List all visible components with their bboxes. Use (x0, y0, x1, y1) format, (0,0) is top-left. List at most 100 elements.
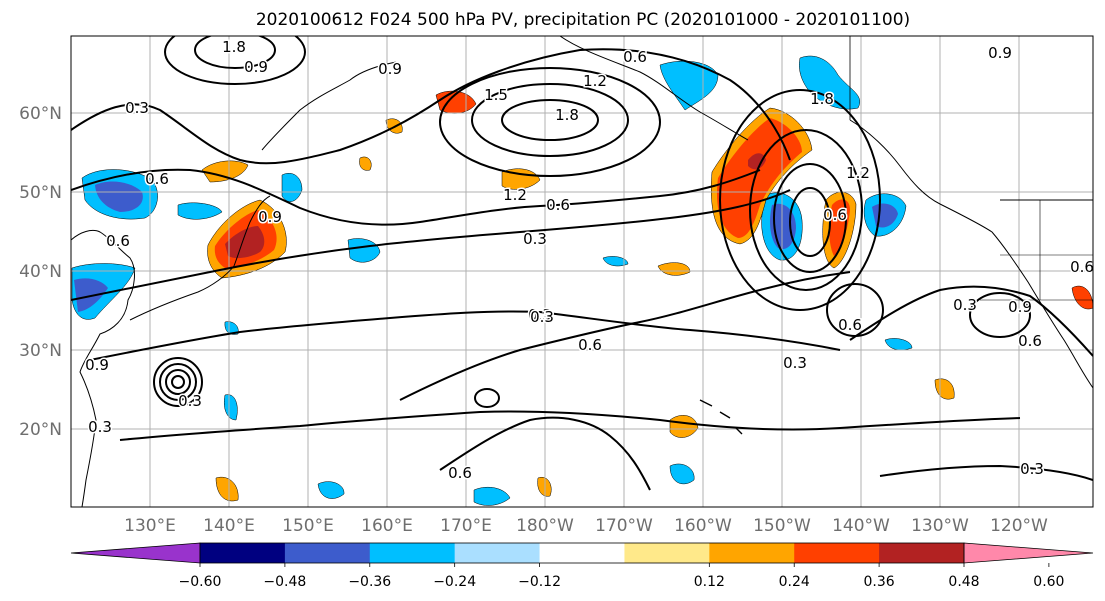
pv-contour-label: 0.6 (448, 464, 472, 482)
pv-contour-label: 0.6 (145, 170, 169, 188)
pv-ridge-bering-1 (501, 99, 599, 141)
pv-contour-03-se (879, 464, 1093, 481)
longitude-label: 140°E (203, 516, 255, 536)
map-title: 2020100612 F024 500 hPa PV, precipitatio… (256, 10, 910, 30)
pv-contour-label: 0.3 (125, 99, 149, 117)
longitude-label: 150°E (282, 516, 334, 536)
colorbar-bin (709, 543, 795, 563)
colorbar-extend-low (70, 542, 201, 564)
pv-contour-label: 1.5 (484, 86, 508, 104)
pv-contour-label: 0.9 (988, 44, 1012, 62)
pv-contour-labels: 1.80.90.30.60.91.51.21.80.60.90.6 0.91.81… (84, 37, 1093, 484)
latitude-label: 20°N (19, 420, 62, 440)
precip-patch-trop-west (317, 481, 345, 499)
pv-contour-label: 1.8 (222, 38, 246, 56)
pv-contour-label: 1.8 (810, 90, 834, 108)
pv-cyclone-1 (789, 187, 831, 257)
pv-contour-03-trop (119, 410, 1021, 441)
precip-patch-japan-small (177, 202, 223, 220)
colorbar-bin (284, 543, 371, 563)
colorbar-bin (539, 543, 625, 563)
pv-contour-label: 1.2 (846, 164, 870, 182)
longitude-label: 180°W (516, 516, 574, 536)
pv-contour-label: 0.3 (783, 354, 807, 372)
longitude-label: 130°W (911, 516, 969, 536)
pv-contours (71, 36, 1093, 491)
pv-cyclone-3 (749, 129, 863, 291)
precip-patch-gulf-mid (716, 118, 802, 238)
latitude-labels: 60°N 50°N 40°N 30°N 20°N (19, 104, 62, 440)
pv-contour-label: 0.6 (546, 196, 570, 214)
pv-contour-closed-c (474, 388, 500, 408)
precip-positive-anomalies (201, 90, 1093, 502)
longitude-labels: 130°E 140°E 150°E 160°E 170°E 180°W 170°W 160°W… (124, 516, 1048, 536)
latitude-label: 30°N (19, 341, 62, 361)
pv-ridge-bering-3 (439, 67, 661, 177)
colorbar-extend-high (963, 542, 1094, 564)
coast-asia (71, 229, 135, 507)
pv-typhoon-2 (165, 369, 191, 395)
precip-patch-small-4 (224, 394, 238, 421)
map-frame (70, 35, 1094, 508)
pv-contour-closed-b (969, 292, 1031, 338)
precip-patch-small-h (359, 156, 372, 171)
pv-contour-label: 0.6 (623, 48, 647, 66)
pv-ridge-nw-2 (164, 36, 306, 85)
pv-contour-06-south (399, 271, 851, 401)
precip-patch-small-1 (602, 256, 629, 267)
pv-contour-label: 0.6 (1018, 332, 1042, 350)
precip-patch-asia-west-core (95, 181, 143, 212)
coast-na-west (849, 119, 1093, 389)
pv-typhoon-4 (153, 357, 203, 407)
longitude-label: 170°E (440, 516, 492, 536)
precip-patch-small-3 (224, 321, 239, 335)
longitude-label: 160°E (361, 516, 413, 536)
pv-contour-03-mid (71, 189, 791, 301)
precip-patch-japan-east (281, 173, 303, 202)
coast-kamchatka (261, 61, 397, 151)
pv-contour-label: 0.6 (578, 336, 602, 354)
pv-contour-label: 0.9 (244, 58, 268, 76)
pv-ridge-nw-1 (194, 36, 276, 69)
coast-alaska (559, 36, 749, 141)
longitude-label: 120°W (990, 516, 1048, 536)
colorbar-bin (794, 543, 880, 563)
pv-contour-label: 0.9 (258, 208, 282, 226)
pv-contour-06-trop (439, 416, 651, 491)
pv-contour-label: 0.9 (378, 60, 402, 78)
colorbar-tick-label: −0.36 (348, 574, 391, 590)
colorbar-bin (369, 543, 456, 563)
pv-cyclone-4 (719, 89, 881, 311)
pv-contour-03-south (89, 310, 841, 361)
pv-contour-label: 0.6 (106, 232, 130, 250)
pv-contour-label: 0.9 (1008, 298, 1032, 316)
pv-contour-label: 0.3 (528, 306, 552, 324)
pv-contour-label: 1.2 (583, 72, 607, 90)
pv-contour-label: 0.3 (523, 230, 547, 248)
pv-contour-03-east (849, 285, 1093, 357)
pv-typhoon-1 (171, 375, 185, 389)
pv-contour-label: 0.3 (88, 418, 112, 436)
precip-patch-mid-pacific (347, 238, 381, 263)
latitude-label: 40°N (19, 262, 62, 282)
colorbar-tick-labels: −0.60 −0.48 −0.36 −0.24 −0.12 0.12 0.24 0.36 0.4… (179, 563, 1064, 590)
longitude-label: 150°W (753, 516, 811, 536)
pv-contour-label: 1.8 (555, 106, 579, 124)
pv-contour-label: 1.2 (503, 186, 527, 204)
colorbar-tick-label: 0.48 (948, 574, 979, 590)
colorbar-tick-label: 0.36 (864, 574, 895, 590)
pv-contour-label: 0.9 (85, 356, 109, 374)
pv-contour-label: 0.3 (1020, 460, 1044, 478)
pv-contour-03-main (71, 48, 791, 165)
longitude-label: 130°E (124, 516, 176, 536)
pv-contour-06-main (71, 168, 761, 226)
coastlines (71, 36, 1093, 507)
precip-patch-japan-core (225, 226, 265, 259)
precip-patch-gulf-core (748, 153, 766, 170)
coast-japan (129, 195, 271, 321)
precip-patch-small-f (215, 476, 239, 502)
pv-contour-label: 0.3 (178, 392, 202, 410)
pv-cyclone-2 (773, 163, 847, 273)
colorbar-tick-label: 0.60 (1033, 574, 1064, 590)
